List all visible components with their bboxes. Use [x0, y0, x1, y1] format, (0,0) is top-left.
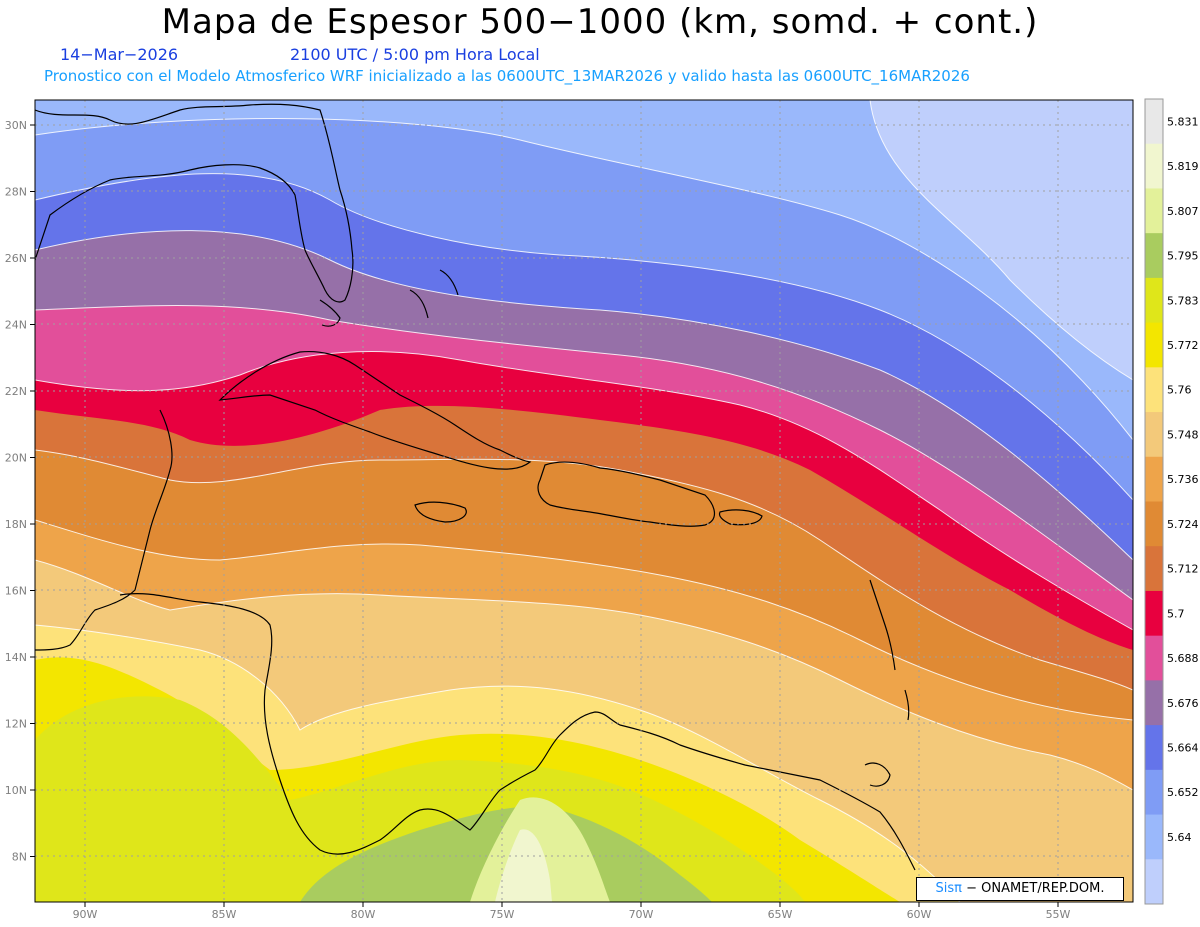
- lat-tick-label: 14N: [5, 651, 27, 664]
- colorbar-label: 5.807: [1167, 205, 1199, 218]
- colorbar-swatch: [1145, 546, 1163, 592]
- colorbar-swatch: [1145, 680, 1163, 726]
- colorbar-swatch: [1145, 233, 1163, 279]
- colorbar-frame: [1144, 98, 1164, 905]
- lon-tick-label: 90W: [73, 908, 98, 921]
- colorbar-swatch: [1145, 725, 1163, 771]
- forecast-date: 14−Mar−2026: [60, 45, 179, 64]
- colorbar-swatch: [1145, 412, 1163, 458]
- colorbar: 5.831 5.819 5.807 5.795 5.783 5.772 5.76 5.748 5…: [1144, 98, 1199, 905]
- colorbar-swatch: [1145, 322, 1163, 368]
- colorbar-label: 5.712: [1167, 563, 1199, 576]
- colorbar-label: 5.7: [1167, 607, 1185, 620]
- colorbar-swatch: [1145, 277, 1163, 324]
- lon-tick-label: 60W: [907, 908, 932, 921]
- lat-tick-label: 8N: [12, 851, 27, 864]
- lat-tick-label: 22N: [5, 385, 27, 398]
- colorbar-label: 5.64: [1167, 831, 1192, 844]
- thickness-fill: [35, 100, 1133, 902]
- colorbar-swatch: [1145, 143, 1163, 189]
- lon-tick-label: 80W: [351, 908, 376, 921]
- colorbar-swatch: [1145, 367, 1163, 413]
- colorbar-label: 5.819: [1167, 160, 1199, 173]
- colorbar-swatch: [1145, 590, 1163, 637]
- forecast-time: 2100 UTC / 5:00 pm Hora Local: [290, 45, 540, 64]
- colorbar-swatch: [1145, 859, 1163, 905]
- colorbar-swatch: [1145, 635, 1163, 681]
- colorbar-label: 5.772: [1167, 339, 1199, 352]
- colorbar-label: 5.724: [1167, 518, 1199, 531]
- map-title: Mapa de Espesor 500−1000 (km, somd. + co…: [161, 2, 1039, 42]
- colorbar-swatch: [1145, 501, 1163, 547]
- lon-tick-label: 55W: [1046, 908, 1071, 921]
- lat-tick-label: 24N: [5, 319, 27, 332]
- colorbar-label: 5.76: [1167, 384, 1192, 397]
- colorbar-label: 5.688: [1167, 652, 1199, 665]
- thickness-contours: [35, 100, 1133, 902]
- lon-tick-label: 75W: [490, 908, 515, 921]
- colorbar-label: 5.664: [1167, 741, 1199, 754]
- credit-box: Sisπ − ONAMET/REP.DOM.: [916, 877, 1124, 901]
- latitude-ticks: 30N 28N 26N 24N 22N 20N 18N 16N 14N 12N 10N 8N: [5, 119, 35, 864]
- lat-tick-label: 12N: [5, 718, 27, 731]
- lon-tick-label: 85W: [212, 908, 237, 921]
- lat-tick-label: 28N: [5, 186, 27, 199]
- forecast-subtitle: Pronostico con el Modelo Atmosferico WRF…: [44, 67, 970, 85]
- graticule: [35, 100, 1133, 902]
- lat-tick-label: 16N: [5, 585, 27, 598]
- colorbar-label: 5.676: [1167, 697, 1199, 710]
- lat-tick-label: 10N: [5, 784, 27, 797]
- colorbar-label: 5.736: [1167, 473, 1199, 486]
- colorbar-swatch: [1145, 814, 1163, 860]
- lat-tick-label: 30N: [5, 119, 27, 132]
- plot-frame: [34, 99, 1134, 903]
- colorbar-swatch: [1145, 456, 1163, 502]
- colorbar-swatch: [1145, 99, 1163, 145]
- colorbar-label: 5.795: [1167, 250, 1199, 263]
- credit-org: − ONAMET/REP.DOM.: [961, 881, 1105, 896]
- colorbar-label: 5.748: [1167, 428, 1199, 441]
- lat-tick-label: 18N: [5, 518, 27, 531]
- longitude-ticks: 90W 85W 80W 75W 70W 65W 60W 55W: [73, 902, 1071, 921]
- colorbar-label: 5.652: [1167, 786, 1199, 799]
- colorbar-swatch: [1145, 188, 1163, 234]
- credit-brand: Sisπ: [935, 881, 962, 896]
- lon-tick-label: 65W: [768, 908, 793, 921]
- colorbar-label: 5.783: [1167, 294, 1199, 307]
- colorbar-swatch: [1145, 769, 1163, 816]
- lat-tick-label: 20N: [5, 452, 27, 465]
- lon-tick-label: 70W: [629, 908, 654, 921]
- lat-tick-label: 26N: [5, 252, 27, 265]
- coastlines: [35, 103, 916, 871]
- colorbar-label: 5.831: [1167, 115, 1199, 128]
